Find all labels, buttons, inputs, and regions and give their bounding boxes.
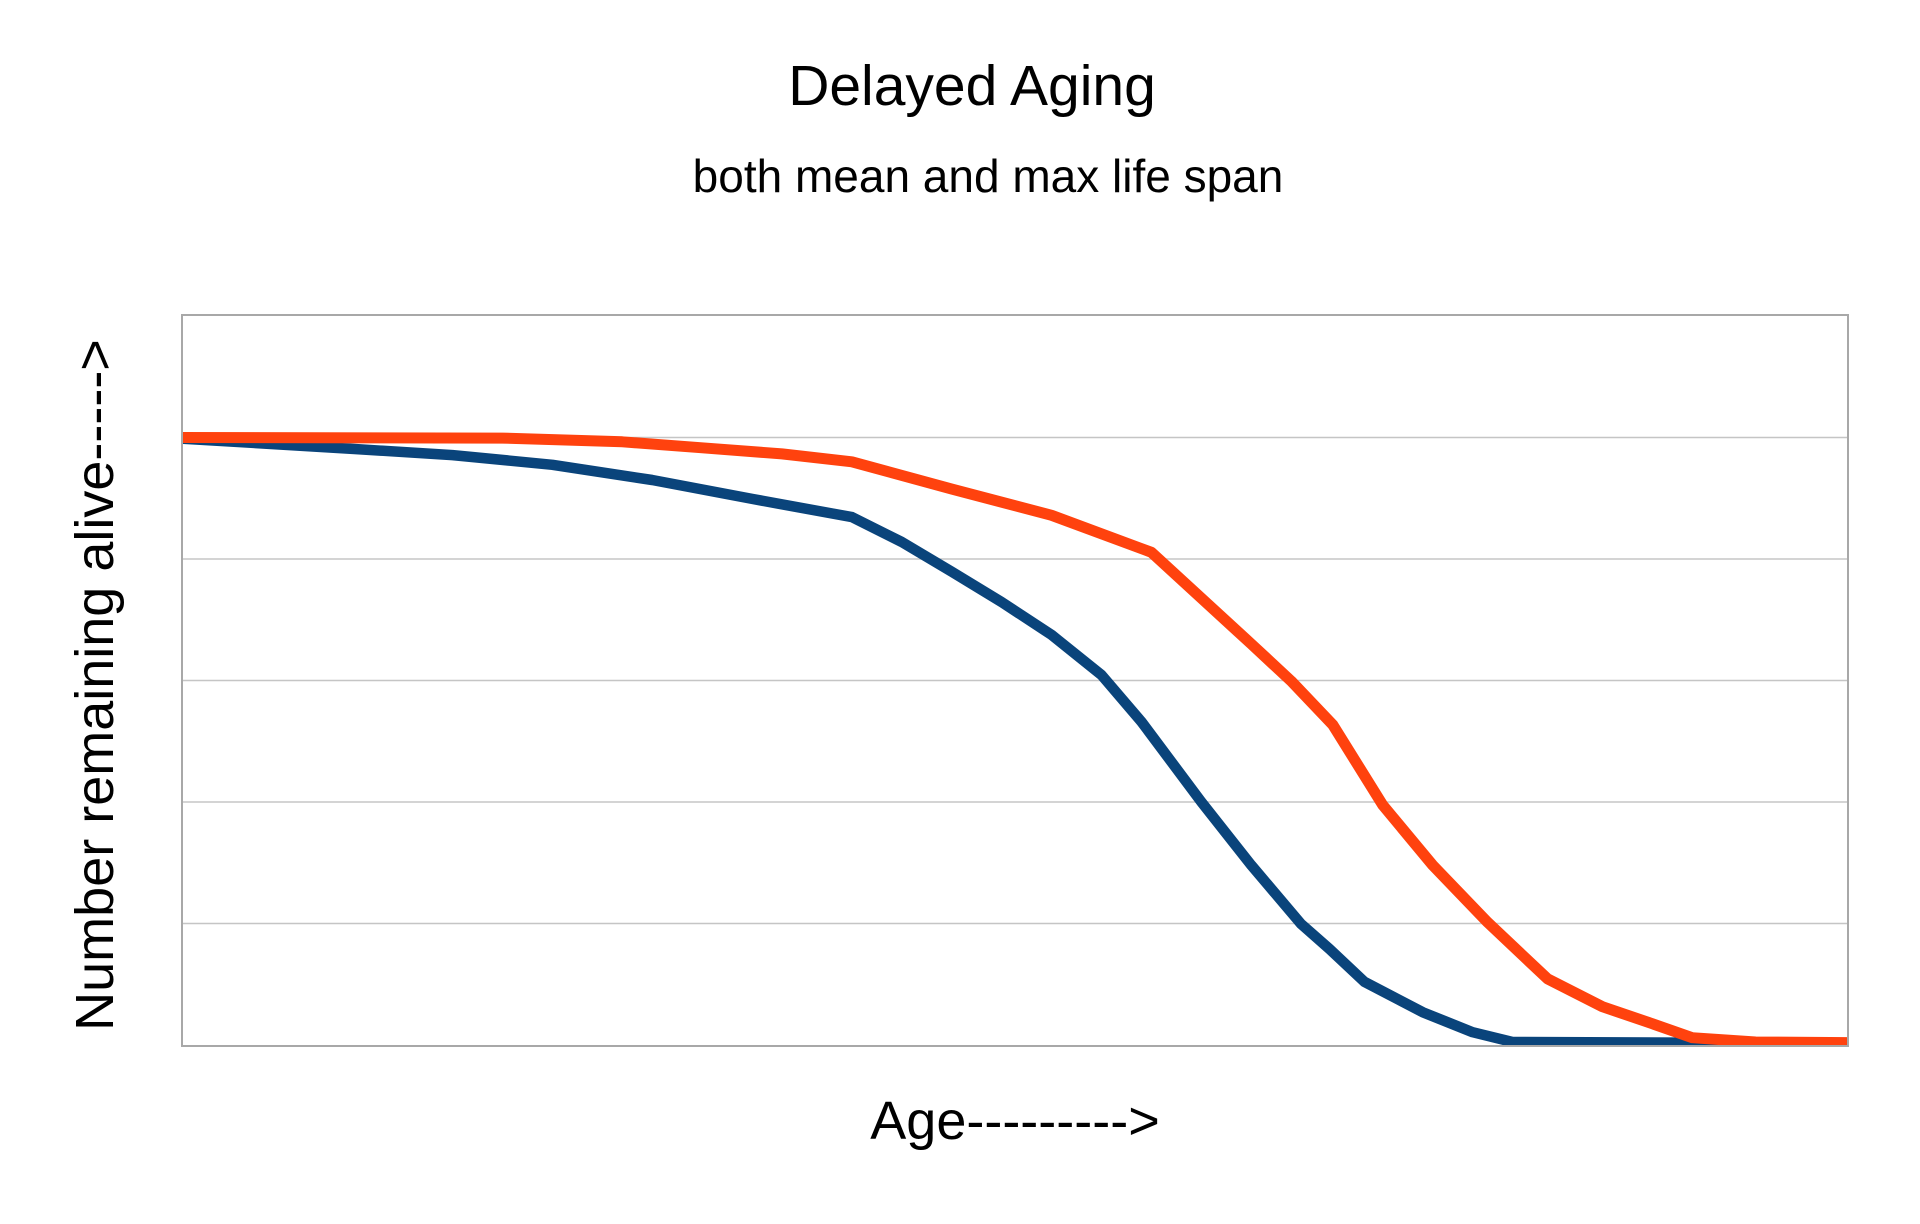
baseline-survival-curve-blue- xyxy=(183,433,1847,1045)
delayed-aging-survival-curve-orange- xyxy=(183,432,1847,1045)
chart-title: Delayed Aging xyxy=(788,54,1156,118)
plot-area xyxy=(181,314,1849,1047)
chart-subtitle: both mean and max life span xyxy=(692,150,1284,202)
x-axis-label: Age---------> xyxy=(870,1091,1160,1151)
survival-chart xyxy=(183,432,1847,1045)
y-axis-label: Number remaining alive-----> xyxy=(65,339,125,1031)
